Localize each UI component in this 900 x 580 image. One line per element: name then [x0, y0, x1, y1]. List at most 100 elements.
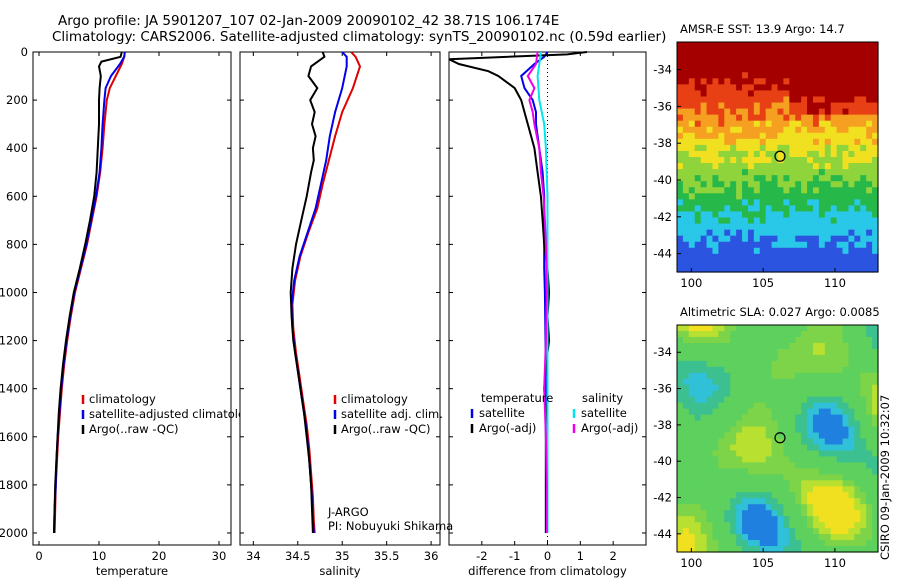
map-cell [801, 330, 808, 338]
map-cell [824, 120, 832, 128]
map-cell [777, 414, 785, 422]
map-cell [706, 265, 714, 273]
map-cell [807, 426, 814, 434]
map-cell [771, 66, 779, 73]
map-cell [818, 420, 826, 428]
map-cell [730, 360, 737, 368]
map-cell [860, 486, 867, 493]
map-cell [783, 462, 790, 469]
map-cell [860, 241, 867, 249]
map-cell [677, 199, 684, 207]
map-cell [777, 169, 785, 176]
map-cell [706, 114, 714, 122]
map-cell [860, 60, 867, 67]
map-cell [854, 108, 861, 116]
map-cell [860, 229, 867, 237]
map-cell [777, 150, 785, 158]
map-cell [824, 444, 832, 452]
map-cell [706, 504, 714, 511]
map-cell [818, 247, 826, 255]
map-cell [747, 102, 755, 110]
map-cell [860, 72, 867, 79]
map-cell [872, 534, 879, 541]
map-cell [824, 438, 832, 446]
map-cell [753, 126, 761, 134]
map-cell [860, 456, 867, 463]
map-cell [753, 468, 761, 475]
map-cell [700, 456, 708, 463]
y-tick-label: -38 [653, 136, 672, 150]
map-cell [854, 138, 861, 146]
map-cell [724, 438, 731, 446]
map-cell [677, 102, 684, 110]
map-cell [753, 450, 761, 458]
map-cell [848, 241, 855, 249]
map-cell [736, 181, 743, 188]
map-cell [688, 72, 696, 79]
map-cell [842, 354, 850, 362]
map-cell [801, 378, 808, 386]
map-cell [747, 378, 755, 386]
map-cell [677, 540, 684, 547]
map-cell [836, 504, 844, 511]
map-cell [682, 48, 690, 55]
map-cell [801, 175, 808, 182]
map-cell [736, 199, 743, 207]
map-cell [824, 462, 832, 469]
map-cell [789, 462, 796, 469]
map-cell [753, 408, 761, 416]
map-cell [677, 253, 684, 261]
map-cell [836, 157, 844, 164]
map-cell [688, 181, 696, 188]
map-cell [730, 132, 737, 140]
map-cell [807, 348, 814, 356]
map-cell [747, 247, 755, 255]
map-cell [789, 468, 796, 475]
map-cell [866, 546, 873, 553]
map-cell [860, 534, 867, 541]
map-cell [724, 462, 731, 469]
map-cell [718, 486, 725, 493]
map-cell [682, 330, 690, 338]
map-cell [807, 199, 814, 207]
map-cell [765, 205, 773, 213]
map-cell [842, 456, 850, 463]
map-cell [783, 408, 790, 416]
map-cell [818, 474, 826, 481]
map-cell [753, 48, 761, 55]
map-cell [677, 426, 684, 434]
map-cell [759, 468, 767, 475]
map-cell [742, 528, 749, 535]
map-cell [830, 402, 838, 410]
map-cell [759, 48, 767, 55]
map-cell [777, 402, 785, 410]
map-cell [706, 546, 714, 553]
x-axis-label: salinity [319, 564, 360, 578]
map-cell [677, 360, 684, 368]
map-cell [836, 420, 844, 428]
map-cell [742, 108, 749, 116]
map-cell [872, 48, 879, 55]
map-cell [842, 444, 850, 452]
map-cell [807, 504, 814, 511]
map-cell [795, 348, 802, 356]
sst-map: 100 105 110-34-36-38-40-42-44 [653, 41, 879, 290]
map-cell [771, 84, 779, 92]
map-cell [753, 247, 761, 255]
map-cell [700, 504, 708, 511]
map-cell [718, 450, 725, 458]
map-cell [807, 108, 814, 116]
map-cell [777, 181, 785, 188]
map-cell [747, 492, 755, 499]
map-cell [848, 150, 855, 158]
map-cell [824, 229, 832, 237]
map-cell [724, 432, 731, 440]
map-cell [818, 498, 826, 505]
map-cell [759, 498, 767, 505]
map-cell [824, 84, 832, 92]
map-cell [783, 181, 790, 188]
map-cell [694, 259, 702, 267]
map-cell [795, 120, 802, 128]
map-cell [747, 235, 755, 243]
map-cell [848, 223, 855, 231]
